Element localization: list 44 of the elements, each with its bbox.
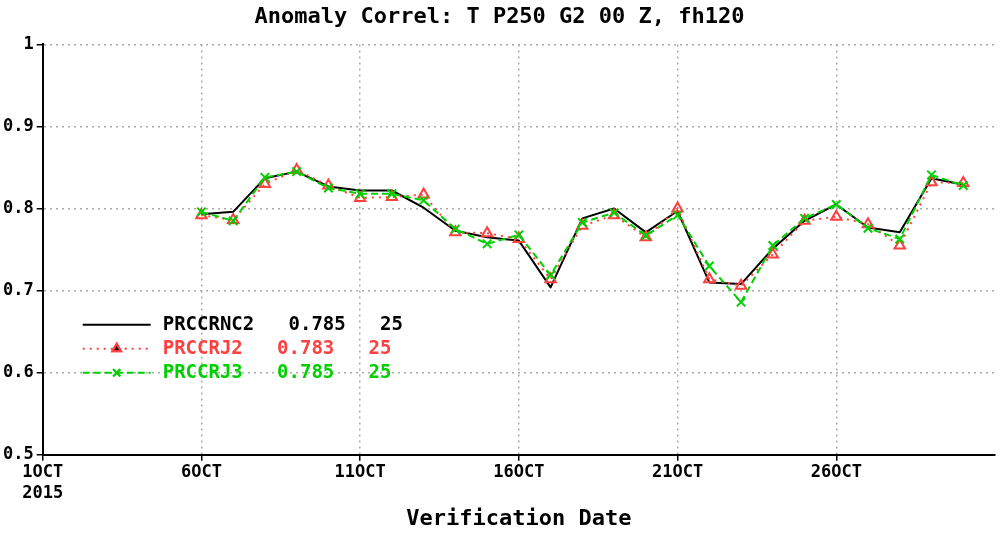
point	[766, 247, 779, 259]
point	[290, 162, 303, 174]
x-tick-label: 6OCT	[180, 461, 222, 482]
chart-title: Anomaly Correl: T P250 G2 00 Z, fh120	[254, 2, 745, 28]
point	[672, 209, 683, 221]
y-tick-label: 0.9	[2, 114, 34, 135]
point	[957, 176, 970, 188]
point	[925, 175, 938, 187]
point	[734, 278, 748, 290]
x-tick-label: 1OCT 2015	[22, 461, 64, 502]
point	[417, 187, 430, 199]
legend-label: PRCCRJ2 0.783 25	[162, 335, 392, 358]
x-axis-title: Verification Date	[406, 504, 632, 530]
point	[480, 226, 494, 238]
point	[703, 272, 716, 284]
y-tick-label: 0.6	[2, 361, 34, 382]
point	[958, 180, 969, 191]
point	[926, 169, 937, 181]
point	[831, 199, 842, 210]
y-tick-label: 0.8	[2, 196, 34, 217]
point	[323, 182, 334, 194]
x-tick-label: 16OCT	[493, 461, 545, 482]
legend-label: PRCCRNC2 0.785 25	[162, 311, 403, 334]
point	[481, 238, 493, 250]
x-tick-label: 21OCT	[651, 461, 704, 482]
point	[862, 223, 874, 234]
point	[861, 217, 875, 229]
point	[894, 233, 906, 245]
point	[259, 172, 271, 183]
y-tick-label: 0.5	[2, 443, 34, 464]
point	[322, 178, 335, 190]
x-tick-label: 11OCT	[334, 461, 386, 482]
point	[671, 201, 684, 213]
legend-label: PRCCRJ3 0.785 25	[162, 359, 392, 382]
point	[418, 195, 429, 206]
x-tick-label: 26OCT	[810, 461, 862, 482]
y-tick-label: 0.7	[2, 279, 34, 300]
point	[767, 240, 779, 251]
point	[291, 166, 302, 177]
y-tick-label: 1	[23, 32, 34, 53]
point	[735, 296, 747, 308]
point	[830, 209, 843, 221]
point	[258, 176, 272, 188]
point	[704, 260, 715, 272]
